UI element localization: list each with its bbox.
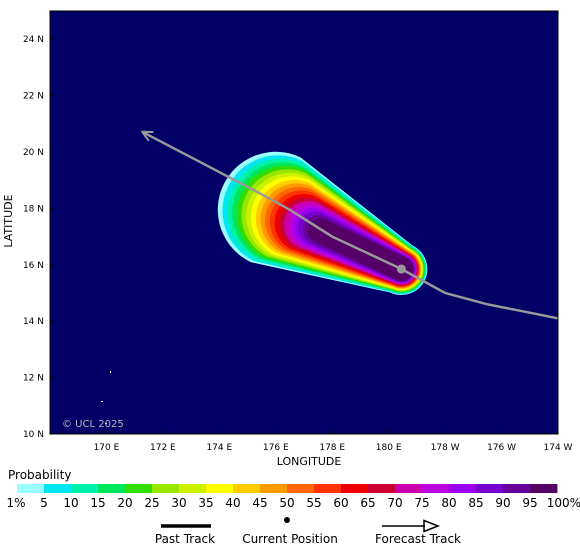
- colorbar-label: 20: [117, 496, 132, 510]
- colorbar-swatch: [395, 484, 423, 493]
- lon-tick-label: 176 E: [263, 443, 289, 453]
- lon-tick-label: 172 E: [150, 443, 176, 453]
- lon-tick-label: 174 E: [206, 443, 232, 453]
- track-legend: Past Track Current Position Forecast Tra…: [155, 517, 461, 546]
- colorbar-label: 65: [360, 496, 375, 510]
- current-position-symbol: [284, 517, 290, 523]
- colorbar-swatch: [422, 484, 450, 493]
- lat-tick-label: 16 N: [23, 261, 44, 271]
- lon-tick-label: 176 W: [487, 443, 516, 453]
- current-position-label: Current Position: [242, 532, 338, 546]
- colorbar-swatch: [287, 484, 315, 493]
- probability-swath: [217, 151, 428, 296]
- colorbar-label: 55: [306, 496, 321, 510]
- colorbar-label: 75: [414, 496, 429, 510]
- colorbar-swatch: [530, 484, 558, 493]
- lat-tick-label: 14 N: [23, 317, 44, 327]
- colorbar-swatch: [179, 484, 207, 493]
- latitude-ticks: 10 N 12 N 14 N 16 N 18 N 20 N 22 N 24 N: [23, 35, 54, 440]
- lon-tick-label: 174 W: [544, 443, 573, 453]
- lon-tick-label: 170 E: [94, 443, 120, 453]
- colorbar-swatch: [449, 484, 477, 493]
- colorbar-swatch: [98, 484, 126, 493]
- colorbar-label: 40: [225, 496, 240, 510]
- colorbar-swatch: [17, 484, 45, 493]
- colorbar-swatch: [71, 484, 99, 493]
- past-track-label: Past Track: [155, 532, 215, 546]
- lat-tick-label: 20 N: [23, 148, 44, 158]
- copyright-text: © UCL 2025: [62, 419, 124, 430]
- colorbar-swatch: [314, 484, 342, 493]
- colorbar-swatch: [152, 484, 180, 493]
- colorbar-label: 45: [252, 496, 267, 510]
- lon-tick-label: 180 E: [376, 443, 402, 453]
- current-position-marker: [396, 264, 406, 274]
- forecast-track-line: [143, 132, 558, 320]
- lat-tick-label: 18 N: [23, 204, 44, 214]
- lat-tick-label: 22 N: [23, 92, 44, 102]
- plot-frame: [49, 10, 559, 435]
- colorbar-label: 10: [63, 496, 78, 510]
- colorbar-label: 95: [522, 496, 537, 510]
- colorbar-label: 60: [333, 496, 348, 510]
- longitude-ticks: 170 E 172 E 174 E 176 E 178 E 180 E 178 W 176 W…: [94, 430, 573, 453]
- colorbar-label: 100%: [547, 496, 580, 510]
- x-axis-title: LONGITUDE: [277, 455, 342, 468]
- colorbar-swatch: [260, 484, 288, 493]
- colorbar-label: 1%: [6, 496, 25, 510]
- island-speck: [110, 371, 111, 373]
- colorbar-label: 15: [90, 496, 105, 510]
- probability-labels: 1% 5 10 15 20 25 30 35 40 45 50 55 60 65 70 75 80 85 90 95 1…: [6, 496, 580, 510]
- colorbar-label: 80: [441, 496, 456, 510]
- colorbar-swatch: [125, 484, 153, 493]
- island-speck: [105, 423, 107, 424]
- island-specks: [101, 371, 111, 424]
- colorbar-swatch: [206, 484, 234, 493]
- colorbar-label: 90: [495, 496, 510, 510]
- lat-tick-label: 12 N: [23, 374, 44, 384]
- colorbar-label: 30: [171, 496, 186, 510]
- lon-tick-label: 178 W: [431, 443, 460, 453]
- lat-tick-label: 10 N: [23, 430, 44, 440]
- colorbar-label: 25: [144, 496, 159, 510]
- probability-colorbar: [17, 484, 558, 493]
- colorbar-label: 35: [198, 496, 213, 510]
- colorbar-swatch: [368, 484, 396, 493]
- lat-tick-label: 24 N: [23, 35, 44, 45]
- forecast-track-label: Forecast Track: [375, 532, 461, 546]
- colorbar-label: 85: [468, 496, 483, 510]
- y-axis-title: LATITUDE: [2, 194, 15, 247]
- colorbar-swatch: [44, 484, 72, 493]
- island-speck: [101, 401, 103, 402]
- forecast-track-arrow-icon: [423, 519, 441, 533]
- colorbar-swatch: [341, 484, 369, 493]
- probability-legend-title: Probability: [8, 468, 71, 482]
- colorbar-label: 70: [387, 496, 402, 510]
- colorbar-label: 5: [40, 496, 48, 510]
- colorbar-swatch: [503, 484, 531, 493]
- colorbar-swatch: [476, 484, 504, 493]
- colorbar-swatch: [233, 484, 261, 493]
- colorbar-label: 50: [279, 496, 294, 510]
- lon-tick-label: 178 E: [319, 443, 345, 453]
